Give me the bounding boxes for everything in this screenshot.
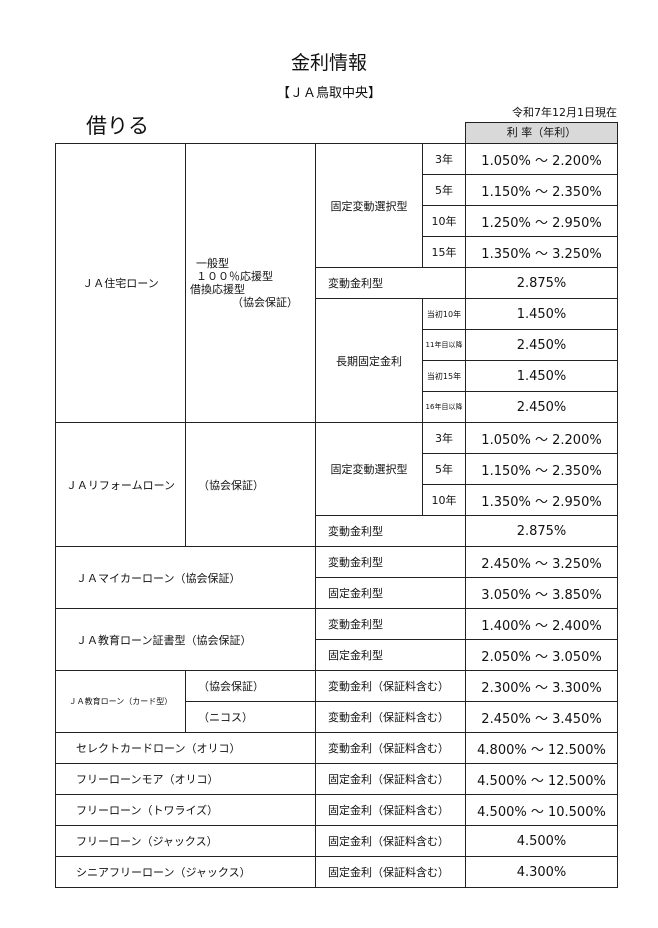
rate: 3.050% ～ 3.850% <box>465 577 618 609</box>
table-row: ＪＡ教育ローン（カード型） （協会保証） 変動金利（保証料含む） 2.300% … <box>55 670 618 733</box>
term: 11年目以降 <box>422 329 466 361</box>
loan-name: フリーローンモア（オリコ） <box>55 763 316 795</box>
table-row: 固定金利型 2.050% ～ 3.050% <box>56 639 618 671</box>
table-row: 長期固定金利 当初10年 1.450% <box>56 298 618 423</box>
term: 5年 <box>422 174 466 206</box>
term: 当初10年 <box>422 298 466 330</box>
loan-name: フリーローン（ジャックス） <box>55 825 316 857</box>
rate: 4.500% ～ 12.500% <box>465 763 618 795</box>
rate-type: 変動金利（保証料含む） <box>315 732 466 764</box>
table-row: フリーローン（ジャックス） 固定金利（保証料含む） 4.500% <box>55 825 618 857</box>
rate-type: 変動金利型 <box>315 515 466 547</box>
loan-name: セレクトカードローン（オリコ） <box>55 732 316 764</box>
rate-type: 長期固定金利 <box>315 298 423 423</box>
rate-type: 変動金利（保証料含む） <box>315 670 466 702</box>
rate: 1.350% ～ 3.250% <box>465 236 618 268</box>
table-row: ＪＡマイカーローン（協会保証） 変動金利型 2.450% ～ 3.250% <box>55 546 618 609</box>
term: 3年 <box>422 143 466 175</box>
section-title: 借りる <box>86 114 149 138</box>
rate: 1.450% <box>465 360 618 392</box>
table-row: セレクトカードローン（オリコ） 変動金利（保証料含む） 4.800% ～ 12.50… <box>55 732 618 764</box>
type: 一般型 <box>196 257 229 270</box>
table-row: （ニコス） 変動金利（保証料含む） 2.450% ～ 3.450% <box>56 701 618 733</box>
table-row: 固定金利型 3.050% ～ 3.850% <box>56 577 618 609</box>
rate-type: 変動金利型 <box>315 608 466 640</box>
rate: 4.500% ～ 10.500% <box>465 794 618 826</box>
rate: 4.800% ～ 12.500% <box>465 732 618 764</box>
rate-type: 固定金利（保証料含む） <box>315 794 466 826</box>
table-row: フリーローン（トワライズ） 固定金利（保証料含む） 4.500% ～ 10.500% <box>55 794 618 826</box>
education-card-loan-name: ＪＡ教育ローン（カード型） <box>55 670 186 733</box>
rate-header: 利 率（年利） <box>465 122 618 143</box>
term: 15年 <box>422 236 466 268</box>
rate: 2.450% ～ 3.450% <box>465 701 618 733</box>
table-row: 16年目以降 2.450% <box>56 391 618 423</box>
term: 10年 <box>422 484 466 516</box>
rate: 2.450% ～ 3.250% <box>465 546 618 578</box>
table-row: フリーローンモア（オリコ） 固定金利（保証料含む） 4.500% ～ 12.500% <box>55 763 618 795</box>
rate-type: 固定金利（保証料含む） <box>315 763 466 795</box>
mycar-loan-name: ＪＡマイカーローン（協会保証） <box>55 546 316 609</box>
rate: 1.150% ～ 2.350% <box>465 453 618 485</box>
education-loan-name: ＪＡ教育ローン証書型（協会保証） <box>55 608 316 671</box>
rate-type: 変動金利（保証料含む） <box>315 701 466 733</box>
rate-type: 固定金利（保証料含む） <box>315 856 466 888</box>
rate: 2.450% <box>465 391 618 423</box>
term: 10年 <box>422 205 466 237</box>
rate: 1.250% ～ 2.950% <box>465 205 618 237</box>
rate: 4.300% <box>465 856 618 888</box>
organization-name: 【ＪＡ鳥取中央】 <box>276 86 381 101</box>
rate: 4.500% <box>465 825 618 857</box>
table-row: シニアフリーローン（ジャックス） 固定金利（保証料含む） 4.300% <box>55 856 618 888</box>
rate: 1.150% ～ 2.350% <box>465 174 618 206</box>
term: 5年 <box>422 453 466 485</box>
term: 当初15年 <box>422 360 466 392</box>
loan-name: フリーローン（トワライズ） <box>55 794 316 826</box>
table-row: ＪＡ住宅ローン 一般型 １００％応援型 借換応援型 （協会保証） 固定変動選択型… <box>55 143 618 423</box>
rate-type: 固定金利（保証料含む） <box>315 825 466 857</box>
table-row: 5年 1.150% ～ 2.350% <box>56 453 618 485</box>
table-row: 10年 1.350% ～ 2.950% <box>56 484 618 516</box>
type: １００％応援型 <box>196 270 273 283</box>
page-title: 金利情報 <box>290 52 367 74</box>
rate-type: 固定金利型 <box>315 577 466 609</box>
table-row: 5年 1.150% ～ 2.350% <box>56 174 618 206</box>
rate-type: 固定金利型 <box>315 639 466 671</box>
table-row: 10年 1.250% ～ 2.950% <box>56 205 618 237</box>
guarantee: （ニコス） <box>185 701 316 733</box>
reform-loan-name: ＪＡリフォームローン <box>55 422 186 547</box>
type: 借換応援型 <box>190 283 245 296</box>
rate: 2.450% <box>465 329 618 361</box>
rate: 2.875% <box>465 267 618 299</box>
table-row: ＪＡリフォームローン （協会保証） 固定変動選択型 3年 1.050% ～ 2.… <box>55 422 618 547</box>
rate: 1.400% ～ 2.400% <box>465 608 618 640</box>
housing-loan-types: 一般型 １００％応援型 借換応援型 （協会保証） <box>185 143 316 423</box>
loan-name: シニアフリーローン（ジャックス） <box>55 856 316 888</box>
rate: 2.050% ～ 3.050% <box>465 639 618 671</box>
guarantee: （協会保証） <box>185 422 316 547</box>
housing-loan-name: ＪＡ住宅ローン <box>55 143 186 423</box>
rate: 1.050% ～ 2.200% <box>465 143 618 175</box>
table-row: ＪＡ教育ローン証書型（協会保証） 変動金利型 1.400% ～ 2.400% <box>55 608 618 671</box>
rate-type: 変動金利型 <box>315 546 466 578</box>
rate-type: 固定変動選択型 <box>315 422 423 516</box>
table-row: 変動金利型 2.875% <box>56 515 618 547</box>
rate: 2.875% <box>465 515 618 547</box>
type: （協会保証） <box>232 296 298 309</box>
rate: 2.300% ～ 3.300% <box>465 670 618 702</box>
rate: 1.450% <box>465 298 618 330</box>
term: 16年目以降 <box>422 391 466 423</box>
term: 3年 <box>422 422 466 454</box>
table-row: 当初15年 1.450% <box>56 360 618 392</box>
guarantee: （協会保証） <box>185 670 316 702</box>
rate-table: ＪＡ住宅ローン 一般型 １００％応援型 借換応援型 （協会保証） 固定変動選択型… <box>55 143 618 888</box>
rate: 1.350% ～ 2.950% <box>465 484 618 516</box>
as-of-date: 令和7年12月1日現在 <box>512 106 617 119</box>
table-row: 変動金利型 2.875% <box>56 267 618 299</box>
rate-type: 変動金利型 <box>315 267 466 299</box>
table-row: 15年 1.350% ～ 3.250% <box>56 236 618 268</box>
rate: 1.050% ～ 2.200% <box>465 422 618 454</box>
rate-type: 固定変動選択型 <box>315 143 423 268</box>
